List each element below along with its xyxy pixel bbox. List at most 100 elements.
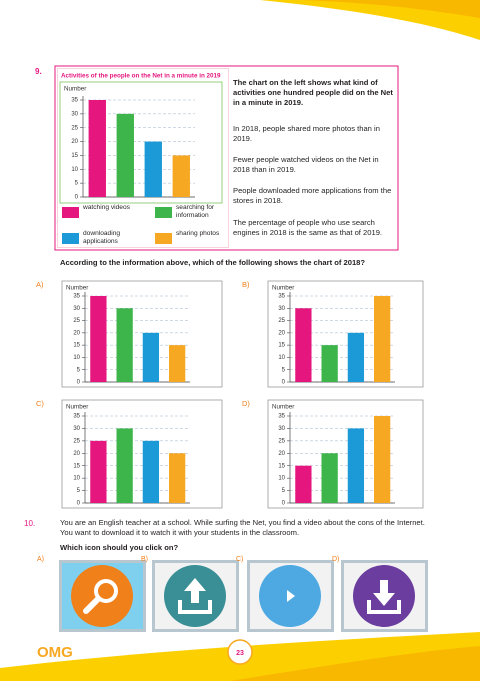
y-axis-label: Number [66,285,88,292]
y-axis-label: Number [66,404,88,411]
y-tick-label: 25 [71,125,78,131]
y-tick-label: 10 [71,167,78,173]
option-label: D) [242,399,250,408]
icon-glyph [178,600,212,614]
bar [172,155,190,197]
bottom-swoosh-dark [230,646,480,681]
option-label: D) [332,556,339,563]
y-tick-label: 5 [77,488,81,494]
icon-glyph [367,600,401,614]
icon-play[interactable] [247,560,334,632]
chart: 0 5 10 15 20 25 30 35 Number C) [36,399,223,509]
legend-swatch [155,207,172,218]
legend-swatch [62,233,79,244]
y-tick-label: 30 [73,306,80,312]
y-tick-label: 0 [75,195,79,201]
icon-download[interactable] [341,560,428,632]
y-tick-label: 30 [73,426,80,432]
inner-box [57,68,229,248]
y-tick-label: 5 [75,181,79,187]
y-axis-label: Number [272,404,294,411]
icon-row [59,560,428,632]
legend-label: sharing photos [176,230,220,237]
bar [90,296,107,382]
chart: 0 5 10 15 20 25 30 35 Number A) [36,280,223,388]
y-tick-label: 15 [73,463,80,469]
y-tick-label: 10 [73,476,80,482]
bar [116,113,134,197]
y-tick-label: 35 [73,414,80,420]
y-tick-label: 0 [77,501,81,507]
y-tick-label: 25 [73,438,80,444]
bar [142,440,160,503]
y-axis-label: Number [272,285,294,292]
question-text: You are an English teacher at a school. … [60,518,425,537]
bar [295,308,312,382]
y-tick-label: 35 [278,294,285,300]
y-tick-label: 0 [77,380,81,386]
option-label: C) [236,556,243,563]
option-label: A) [36,280,44,289]
y-tick-label: 20 [278,330,285,336]
chart-title: Activities of the people on the Net in a… [61,73,221,80]
bar [374,296,391,382]
legend-label: watching videos [83,204,130,211]
logo: OMG [37,644,73,661]
bar [169,453,186,503]
icon-glyph [184,578,206,603]
legend-label: downloading applications [83,230,121,245]
bar [374,416,391,503]
y-tick-label: 35 [73,294,80,300]
top-swoosh-dark [300,0,480,18]
icon-glyph [83,596,101,614]
y-tick-label: 10 [278,476,285,482]
y-tick-label: 25 [278,318,285,324]
question-number: 10. [24,519,35,528]
bar [144,141,162,197]
chart-frame [61,399,223,509]
bar [90,440,107,503]
bar [347,332,365,382]
chart-frame [61,280,223,388]
y-tick-label: 0 [282,501,286,507]
statement: The percentage of people who use search … [233,218,383,237]
chart: 0 5 10 15 20 25 30 35 Number B) [242,280,424,388]
y-tick-label: 10 [278,355,285,361]
statement: People downloaded more applications from… [233,186,392,205]
y-tick-label: 5 [282,488,286,494]
chart: 0 5 10 15 20 25 30 35 Number [59,81,223,204]
icon-circle [71,565,133,627]
icon-upload[interactable] [152,560,239,632]
chart: 0 5 10 15 20 25 30 35 Number D) [242,399,424,509]
chart-frame [267,280,424,388]
y-tick-label: 10 [73,355,80,361]
y-tick-label: 15 [71,153,78,159]
bar [169,345,186,382]
y-tick-label: 15 [73,343,80,349]
legend-swatch [62,207,79,218]
y-tick-label: 5 [77,367,81,373]
question: Which icon should you click on? [60,543,179,552]
bar [321,345,338,382]
option-label: A) [37,556,44,563]
y-tick-label: 25 [278,438,285,444]
question-box [54,65,399,251]
icon-glyph [373,580,395,606]
intro: The chart on the left shows what kind of… [233,78,393,107]
y-tick-label: 15 [278,463,285,469]
icon-search[interactable] [59,560,146,632]
y-tick-label: 25 [73,318,80,324]
option-label: B) [141,556,148,563]
bar [116,428,133,503]
option-label: C) [36,399,44,408]
y-tick-label: 20 [71,139,78,145]
y-tick-label: 30 [71,111,78,117]
y-tick-label: 0 [282,380,286,386]
y-tick-label: 20 [73,330,80,336]
chart-frame [267,399,424,509]
y-tick-label: 35 [278,414,285,420]
top-swoosh [260,0,480,40]
bar [347,428,365,503]
